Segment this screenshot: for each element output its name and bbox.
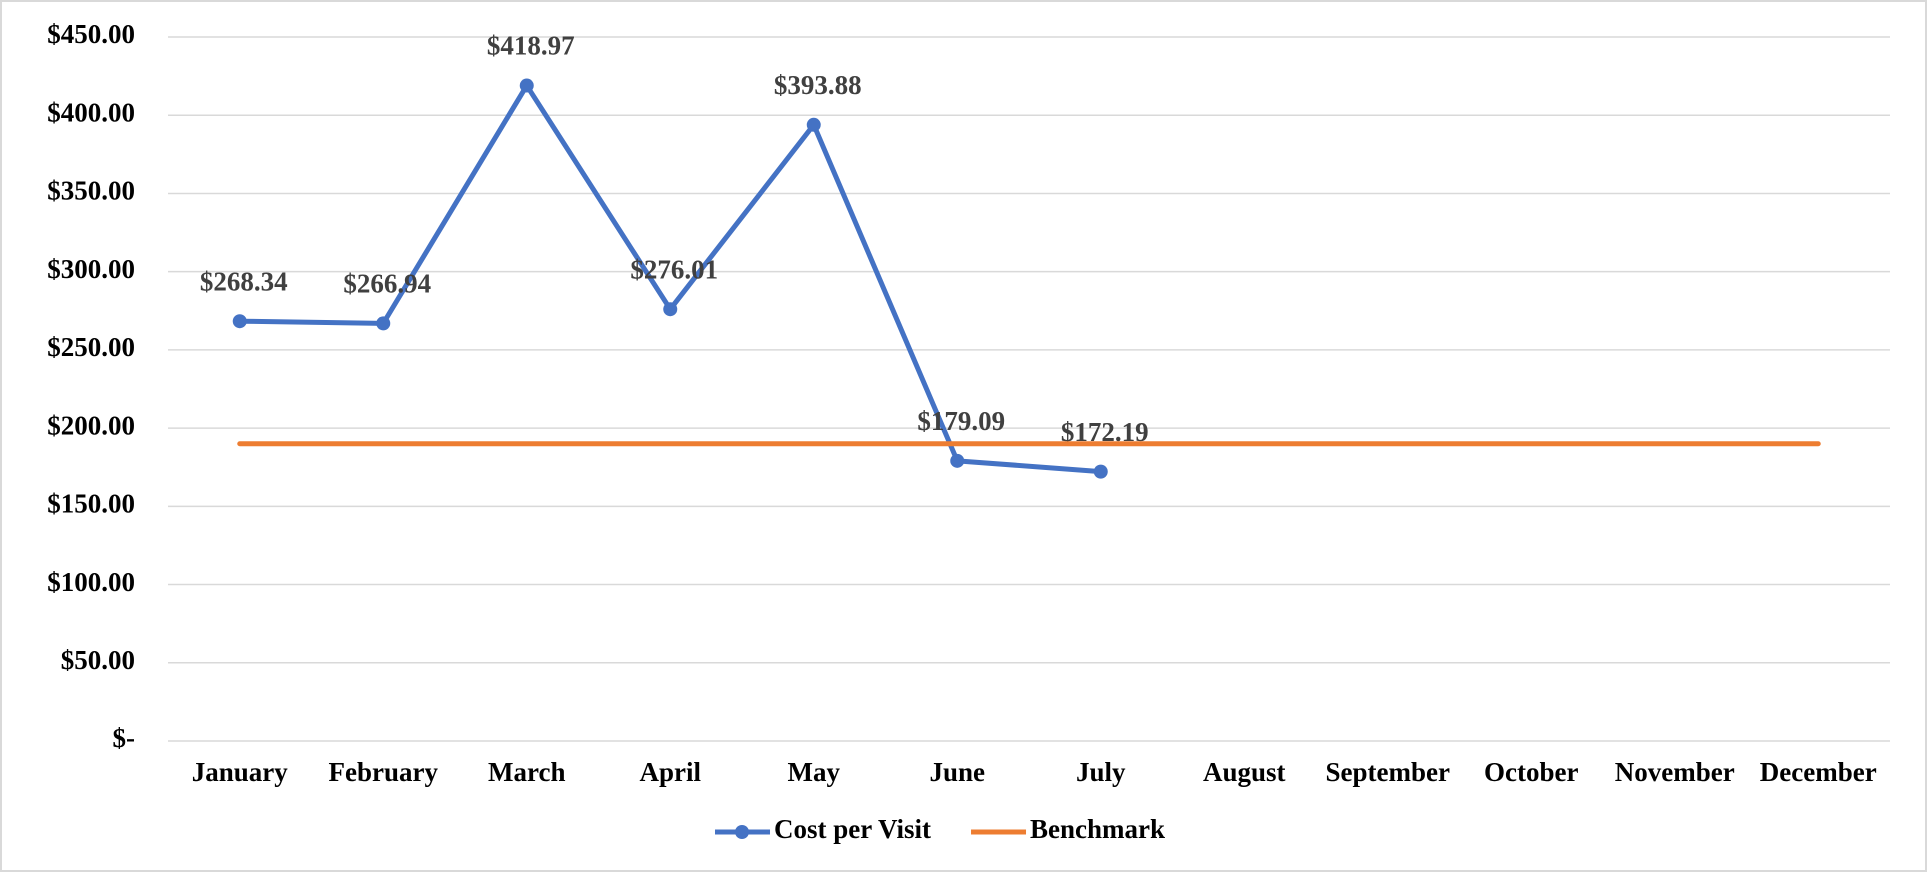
y-tick-label: $150.00 <box>47 489 135 519</box>
x-tick-label: May <box>788 757 841 787</box>
y-tick-label: $50.00 <box>61 645 135 675</box>
point-marker <box>806 117 821 132</box>
x-tick-label: August <box>1203 757 1286 787</box>
y-tick-label: $450.00 <box>47 19 135 49</box>
point-marker <box>663 302 678 317</box>
x-tick-label: March <box>488 757 565 787</box>
x-tick-label: July <box>1076 757 1126 787</box>
data-label: $179.09 <box>917 406 1005 436</box>
y-tick-label: $400.00 <box>47 97 135 127</box>
x-tick-label: April <box>639 757 701 787</box>
legend-marker <box>735 825 749 839</box>
x-tick-label: February <box>329 757 439 787</box>
data-label: $393.88 <box>774 70 862 100</box>
y-tick-label: $350.00 <box>47 176 135 206</box>
legend-label: Benchmark <box>1030 814 1165 844</box>
y-tick-label: $- <box>113 723 136 753</box>
x-tick-label: September <box>1326 757 1450 787</box>
point-marker <box>950 453 965 468</box>
y-tick-label: $200.00 <box>47 410 135 440</box>
x-tick-label: October <box>1484 757 1578 787</box>
data-label: $268.34 <box>200 266 288 296</box>
point-marker <box>1093 464 1108 479</box>
point-marker <box>232 314 247 329</box>
point-marker <box>376 316 391 331</box>
y-tick-label: $250.00 <box>47 332 135 362</box>
y-tick-label: $100.00 <box>47 567 135 597</box>
point-marker <box>519 78 534 93</box>
data-label: $266.94 <box>343 269 431 299</box>
x-tick-label: June <box>929 757 985 787</box>
legend-label: Cost per Visit <box>774 814 931 844</box>
data-label: $276.01 <box>630 254 718 284</box>
data-label: $418.97 <box>487 31 575 61</box>
x-tick-label: November <box>1615 757 1735 787</box>
x-tick-label: January <box>192 757 289 787</box>
y-tick-label: $300.00 <box>47 254 135 284</box>
x-tick-label: December <box>1760 757 1877 787</box>
